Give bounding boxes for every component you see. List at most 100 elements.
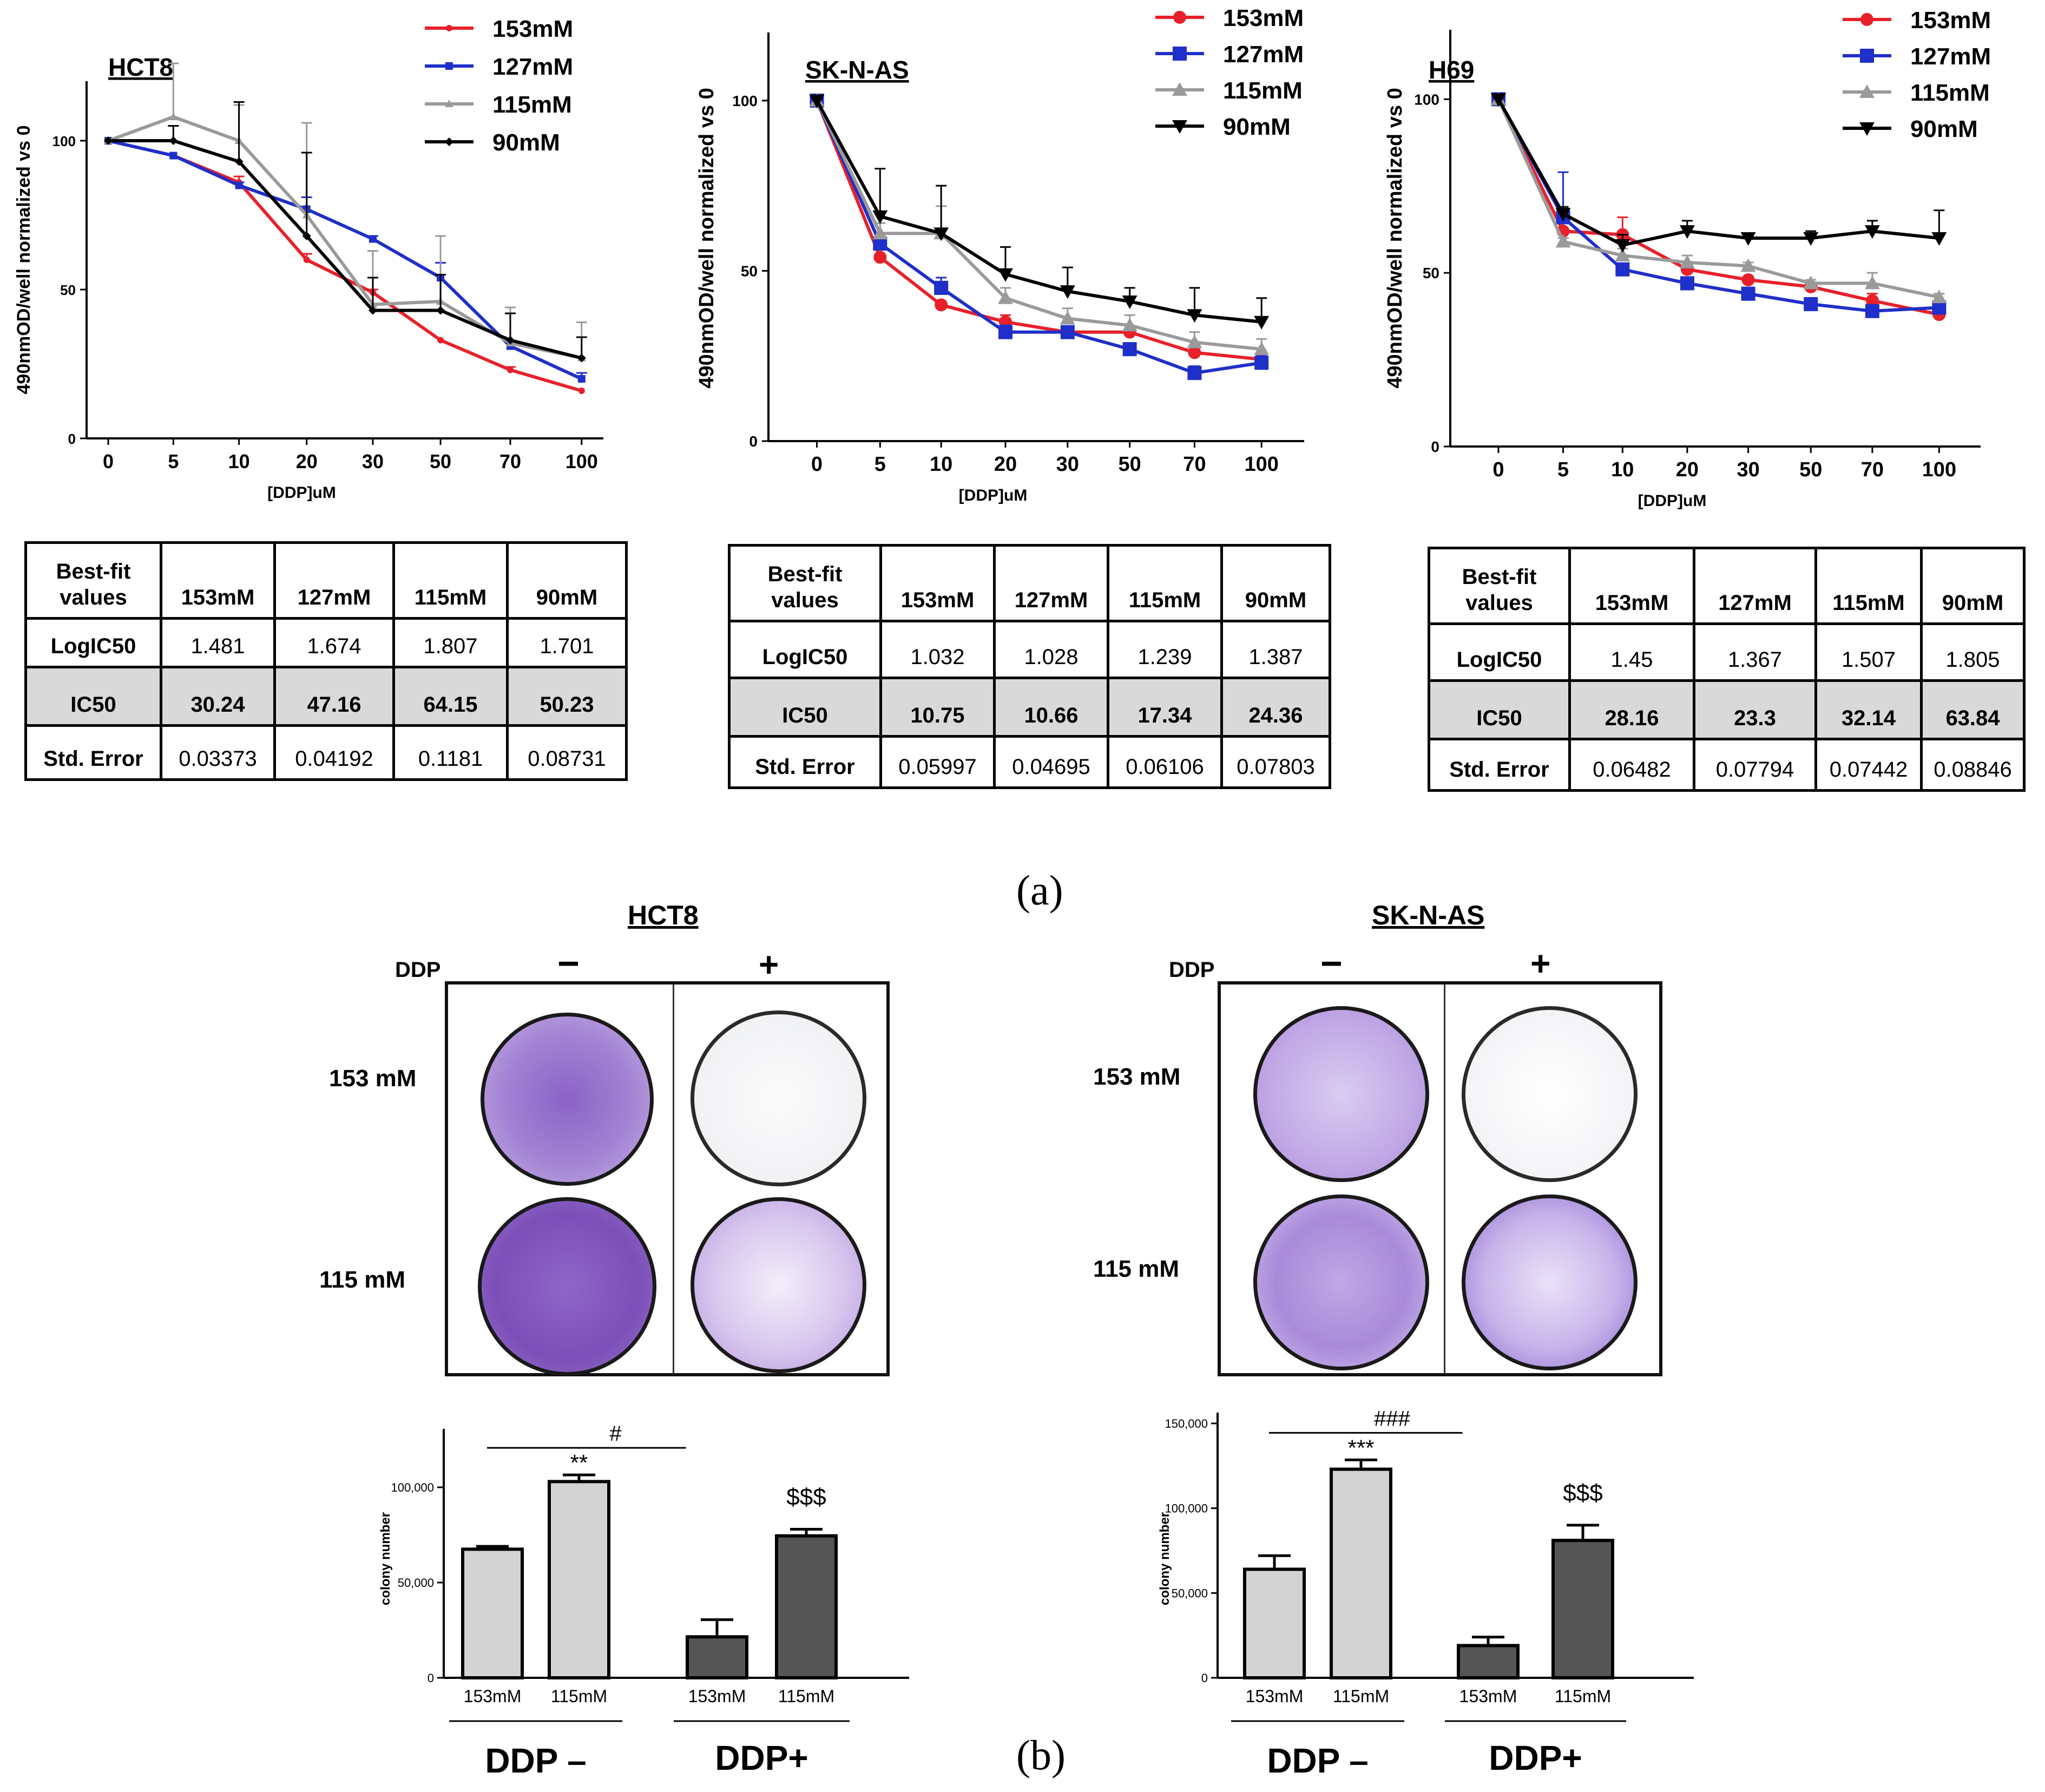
x-tick-label: 70 xyxy=(1861,458,1884,481)
table-cell: 0.08731 xyxy=(506,724,628,781)
h69-viability-chart: 0 50 100 0 5 10 20 30 50 70 100 [DDP]uM 490nmOD/well… xyxy=(1384,7,1991,510)
table-cell: 0.07803 xyxy=(1220,735,1331,789)
ddp-minus-label: − xyxy=(557,942,580,984)
dish-sknas-115-minus xyxy=(1253,1194,1429,1370)
legend-label: 90mM xyxy=(1223,114,1291,140)
bar-1 xyxy=(548,1480,610,1679)
group-label: DDP+ xyxy=(715,1738,808,1777)
data-point-115mM xyxy=(1254,342,1270,356)
x-tick-label: 0 xyxy=(1492,458,1504,481)
col-header: 90mM xyxy=(1920,547,2026,625)
series-line-115mM xyxy=(1497,99,1939,299)
table-cell: 1.481 xyxy=(160,617,276,668)
sknas-colony-bar-chart: 0 50,000 100,000 150,000 colony number 153mM 1… xyxy=(1158,1407,1694,1780)
data-point-90mM xyxy=(436,306,445,315)
col-header: 115mM xyxy=(392,541,509,620)
y-tick-label: 100 xyxy=(52,133,76,149)
dish-hct8-153-minus xyxy=(481,1013,654,1186)
bar-label: 153mM xyxy=(1246,1686,1304,1706)
x-tick-label: 5 xyxy=(874,453,886,476)
data-point-90mM xyxy=(1187,309,1202,323)
bar-label: 153mM xyxy=(464,1686,522,1706)
legend-label: 90mM xyxy=(492,129,560,156)
table-cell: 0.08846 xyxy=(1920,738,2026,792)
group-label: DDP+ xyxy=(1489,1738,1582,1777)
table-cell: 0.03373 xyxy=(160,724,276,781)
x-tick-label: 70 xyxy=(1183,453,1206,476)
col-header: 153mM xyxy=(160,541,276,620)
legend-marker xyxy=(445,100,453,107)
table-cell: 0.06482 xyxy=(1568,738,1695,792)
sknas-dish-plate xyxy=(1218,981,1662,1376)
legend-marker xyxy=(445,62,453,70)
row-label: Std. Error xyxy=(1428,738,1571,792)
data-point-127mM xyxy=(998,325,1012,339)
series-line-153mM xyxy=(815,100,1262,361)
col-header: 153mM xyxy=(879,544,996,622)
legend-marker xyxy=(446,25,452,31)
legend-label: 127mM xyxy=(492,54,573,80)
table-cell: 30.24 xyxy=(160,666,276,727)
col-header: 90mM xyxy=(506,541,628,620)
y-tick-label: 50,000 xyxy=(398,1576,434,1590)
group-label: DDP – xyxy=(1267,1741,1368,1780)
ddp-plus-label: + xyxy=(759,945,779,984)
col-header: 115mM xyxy=(1814,547,1923,625)
row-label: IC50 xyxy=(728,677,882,738)
bar-2 xyxy=(686,1635,748,1680)
x-tick-label: 70 xyxy=(499,450,521,472)
table-cell: 32.14 xyxy=(1814,679,1923,740)
table-cell: 1.507 xyxy=(1814,622,1923,682)
table-cell: 0.04192 xyxy=(273,724,395,781)
x-tick-label: 100 xyxy=(1244,453,1278,476)
x-tick-label: 30 xyxy=(1737,458,1759,481)
data-point-90mM xyxy=(505,336,515,345)
series-line-90mM xyxy=(815,100,1262,324)
x-tick-label: 20 xyxy=(1676,458,1699,481)
h69-bestfit-table: Best-fit values 153mM 127mM 115mM 90mM Lo… xyxy=(1428,547,2026,792)
table-cell: 64.15 xyxy=(392,666,509,727)
legend-label: 90mM xyxy=(1910,116,1978,142)
table-cell: 0.1181 xyxy=(392,724,509,781)
y-tick-label: 50 xyxy=(741,262,758,279)
data-point-153mM xyxy=(873,251,887,264)
table-cell: 17.34 xyxy=(1107,677,1223,738)
data-point-115mM xyxy=(1615,248,1630,262)
data-point-127mM xyxy=(1254,356,1269,370)
hct8-dish-plate xyxy=(445,981,890,1376)
table-cell: 23.3 xyxy=(1693,679,1817,740)
table-cell: 1.805 xyxy=(1920,622,2026,682)
legend-marker xyxy=(1172,120,1187,134)
row-label-153: 153 mM xyxy=(1093,1064,1181,1090)
x-axis-label: [DDP]uM xyxy=(267,484,336,502)
plate-divider xyxy=(1444,984,1445,1373)
sknas-viability-chart: 0 50 100 0 5 10 20 30 50 70 100 [DDP]uM 490nmOD/well… xyxy=(695,5,1304,504)
bar-label: 115mM xyxy=(1555,1686,1611,1706)
bar-2 xyxy=(1457,1644,1520,1680)
data-point-115mM xyxy=(872,226,888,240)
data-point-115mM xyxy=(1679,254,1695,268)
series-line-90mM xyxy=(1497,98,1939,247)
series-line-127mM xyxy=(815,100,1262,375)
data-point-127mM xyxy=(169,152,177,160)
table-cell: 0.07794 xyxy=(1693,738,1817,792)
x-tick-label: 20 xyxy=(296,450,318,472)
bar-0 xyxy=(461,1547,524,1679)
bar-label: 153mM xyxy=(688,1686,746,1706)
data-point-90mM xyxy=(1491,93,1506,107)
data-point-90mM xyxy=(1803,232,1819,246)
table-cell: 1.807 xyxy=(392,617,509,668)
col-header: 115mM xyxy=(1107,544,1223,622)
hash-annotation: # xyxy=(609,1422,622,1446)
row-label: LogIC50 xyxy=(24,617,162,668)
data-point-90mM xyxy=(1679,225,1695,239)
y-tick-label: 100 xyxy=(1414,91,1439,108)
table-corner: Best-fit values xyxy=(1428,547,1571,625)
data-point-127mM xyxy=(1804,297,1818,311)
table-cell: 1.028 xyxy=(993,620,1109,679)
data-point-115mM xyxy=(1803,275,1819,290)
y-tick-label: 50 xyxy=(1423,265,1439,281)
y-tick-label: 0 xyxy=(428,1671,434,1685)
x-tick-label: 100 xyxy=(1922,458,1956,481)
plate-divider xyxy=(673,984,674,1373)
